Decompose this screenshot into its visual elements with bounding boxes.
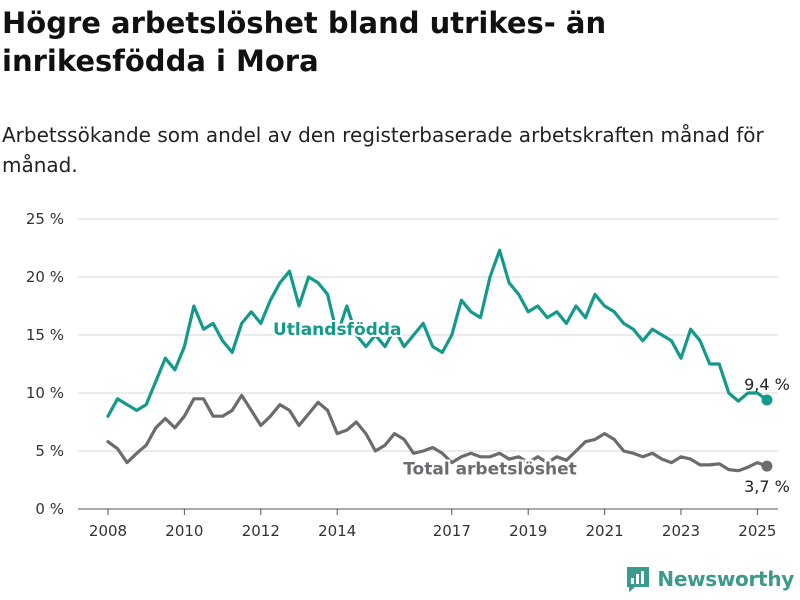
y-tick-label: 10 % <box>26 384 64 402</box>
newsworthy-brand: Newsworthy <box>625 562 794 596</box>
y-tick-label: 20 % <box>26 268 64 286</box>
x-tick-label: 2021 <box>586 522 624 540</box>
y-tick-label: 5 % <box>35 442 64 460</box>
series-end-label: 9,4 % <box>744 375 790 394</box>
labels: 9,4 % 3,7 % Utlandsfödda Total arbetslöshet <box>271 318 790 496</box>
series-end-label: 3,7 % <box>744 477 790 496</box>
bar-chart-logo-icon <box>627 567 650 592</box>
x-tick-label: 2025 <box>738 522 776 540</box>
series-name-label: Total arbetslöshet <box>403 459 577 479</box>
chart-subtitle: Arbetssökande som andel av den registerb… <box>2 123 764 177</box>
series-name-label: Utlandsfödda <box>273 320 402 340</box>
series <box>106 248 773 473</box>
x-tick-label: 2012 <box>242 522 280 540</box>
x-tick-label: 2014 <box>318 522 356 540</box>
y-tick-label: 0 % <box>35 500 64 518</box>
x-tick-label: 2019 <box>509 522 547 540</box>
x-tick-label: 2017 <box>433 522 471 540</box>
y-tick-label: 15 % <box>26 326 64 344</box>
x-tick-label: 2008 <box>89 522 127 540</box>
series-end-marker <box>761 460 773 472</box>
y-tick-label: 25 % <box>26 210 64 228</box>
series-end-marker <box>761 394 773 406</box>
grid <box>78 218 778 510</box>
axes: 0 % 5 % 10 % 15 % 20 % 25 % 2008 2010 2012 2014 20… <box>26 210 777 540</box>
brand-name: Newsworthy <box>657 567 794 591</box>
x-tick-label: 2010 <box>165 522 203 540</box>
series-line-utlandsfodda <box>106 248 769 418</box>
x-tick-label: 2023 <box>662 522 700 540</box>
line-chart: 0 % 5 % 10 % 15 % 20 % 25 % 2008 2010 2012 2014 20… <box>26 210 790 540</box>
chart-title: Högre arbetslöshet bland utrikes- än inr… <box>2 6 607 78</box>
series-line-total <box>106 393 769 473</box>
